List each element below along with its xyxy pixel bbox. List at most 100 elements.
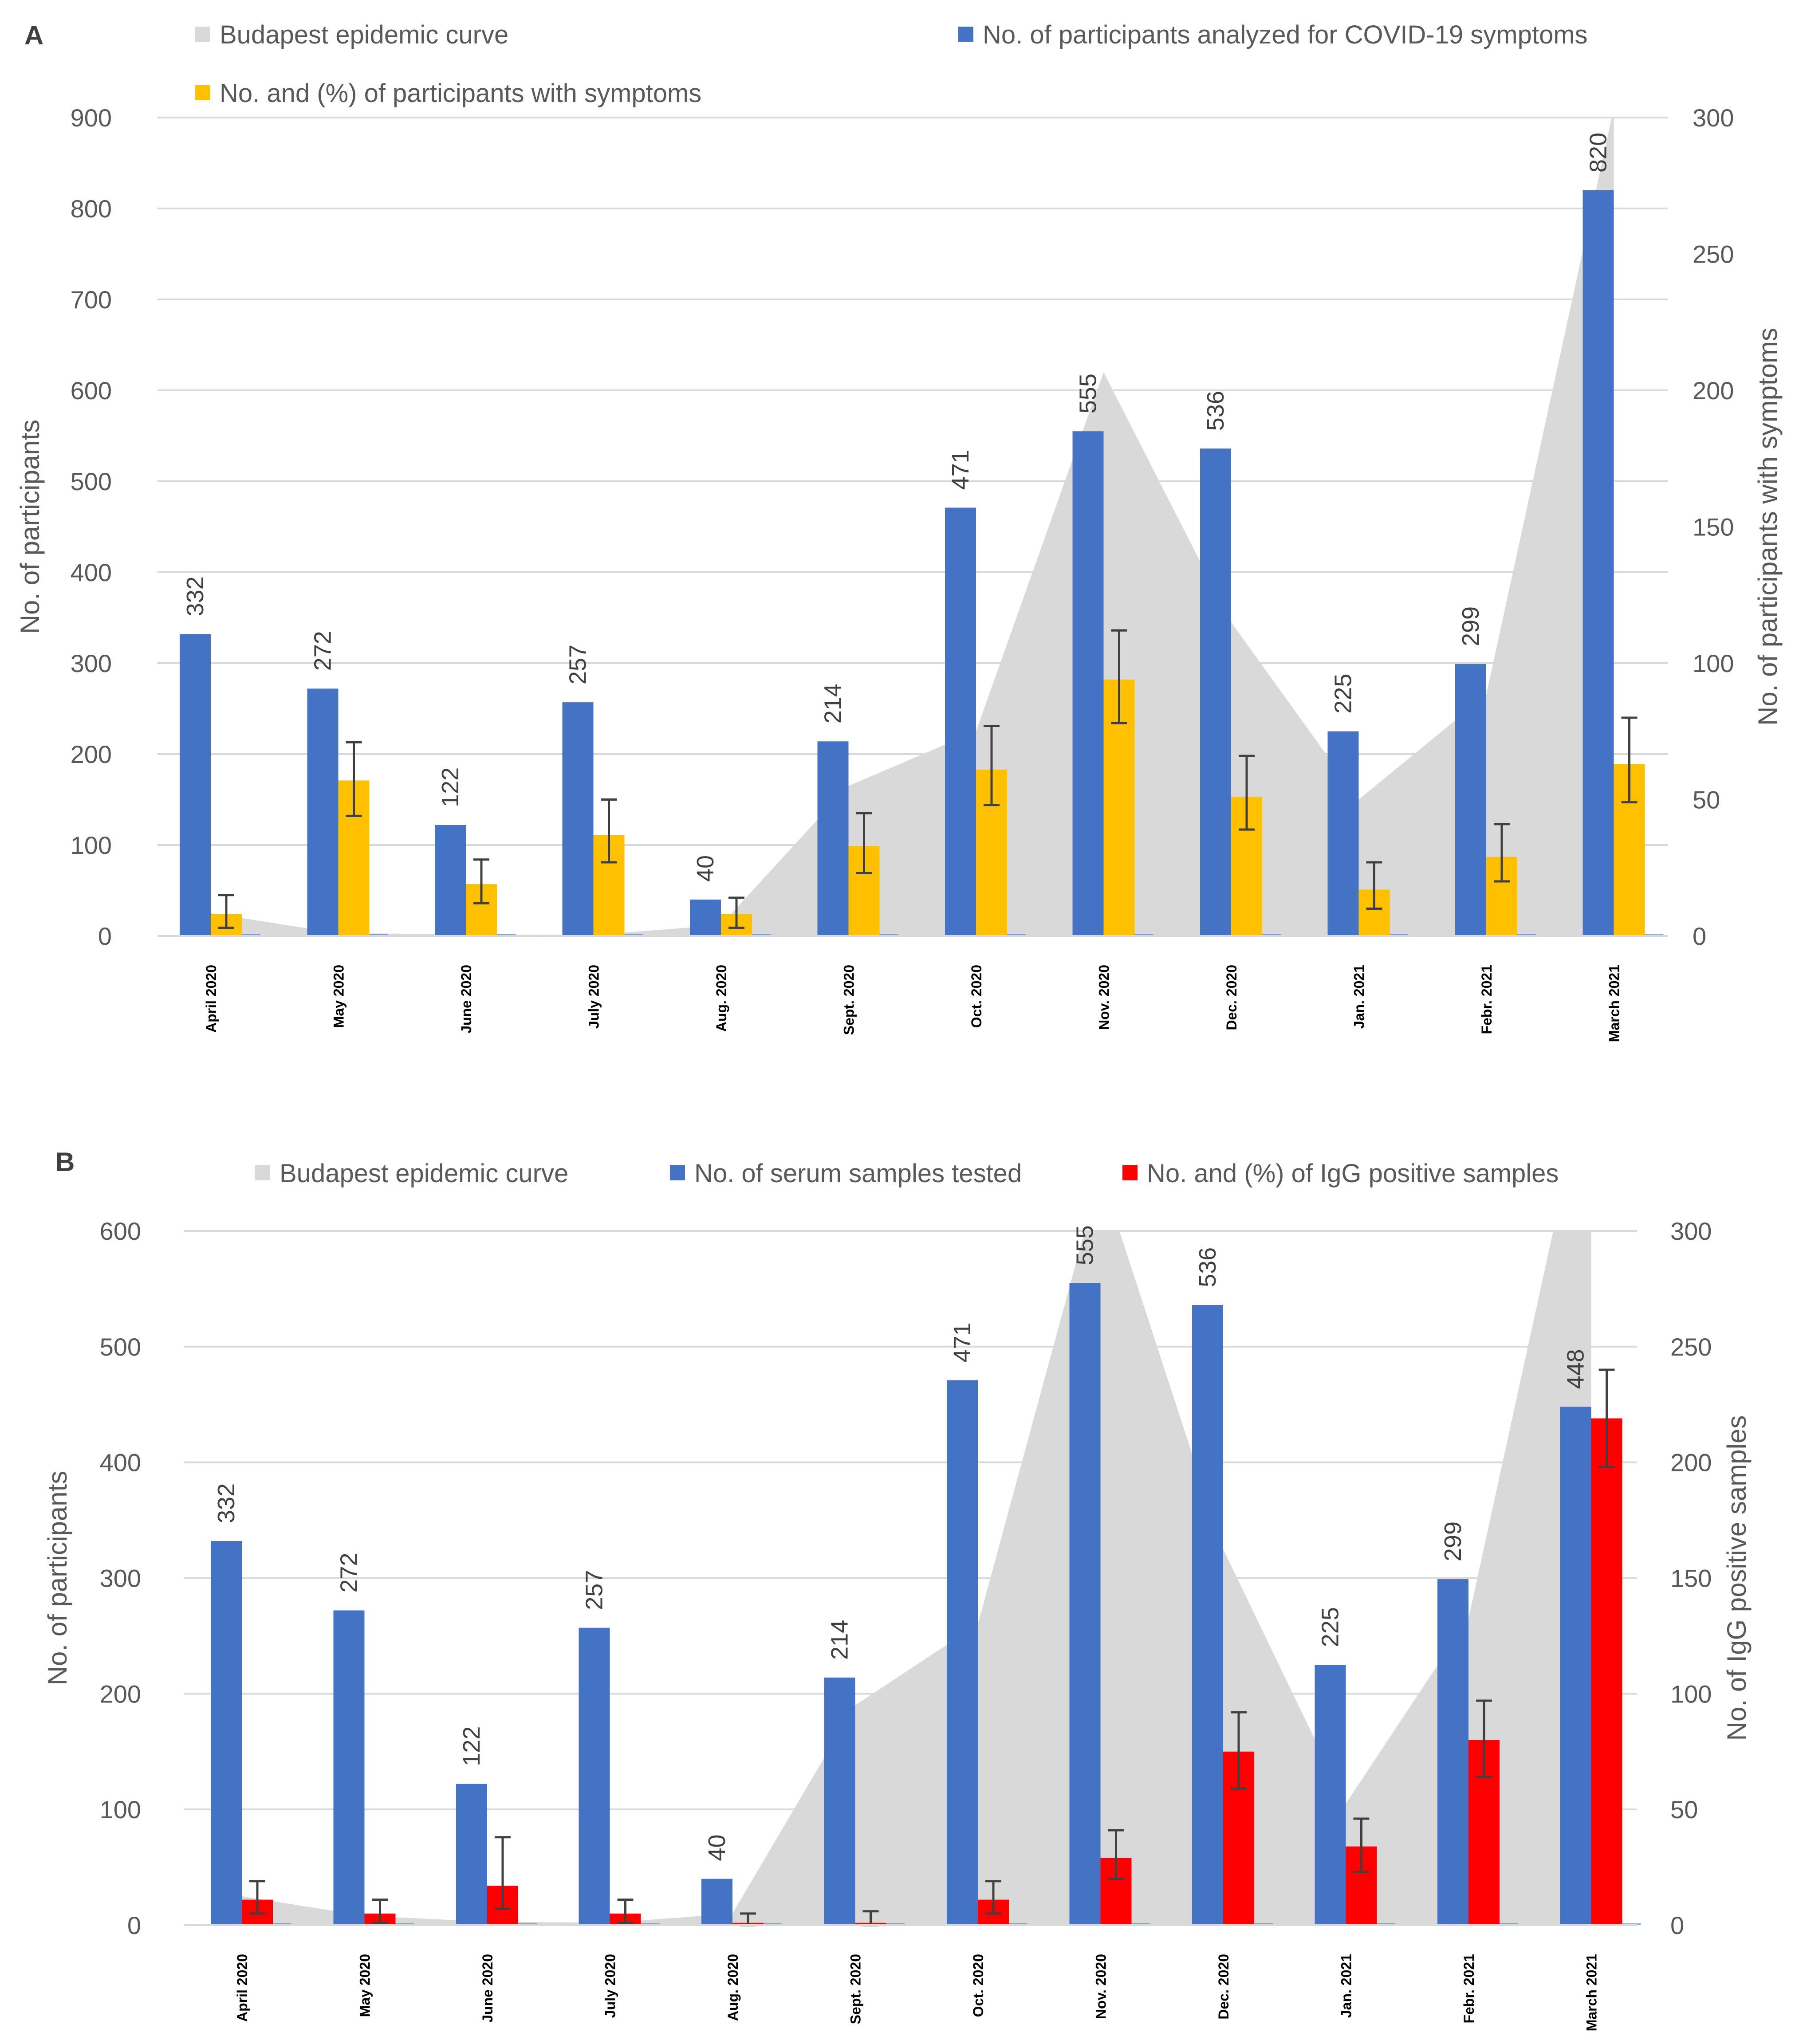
participants-bar — [1437, 1579, 1468, 1925]
right-axis-tick-label: 0 — [1693, 922, 1706, 950]
participants-bar — [817, 741, 849, 936]
left-axis-tick-label: 300 — [71, 649, 112, 677]
left-axis-tick-label: 600 — [100, 1217, 141, 1245]
participants-bar-value-label: 332 — [182, 576, 209, 616]
participants-bar — [1327, 731, 1359, 936]
participants-bar-value-label: 471 — [949, 1322, 976, 1362]
left-axis-tick-label: 500 — [100, 1333, 141, 1361]
panel-b-legend: Budapest epidemic curve No. of serum samp… — [255, 1159, 1559, 1188]
participants-bar — [701, 1879, 732, 1925]
left-axis-tick-label: 800 — [71, 195, 112, 223]
participants-bar — [307, 688, 339, 936]
panel-b-label: B — [55, 1147, 75, 1177]
participants-bar-value-label: 299 — [1457, 606, 1484, 646]
right-axis-tick-label: 50 — [1670, 1796, 1698, 1824]
right-axis-tick-label: 200 — [1670, 1449, 1712, 1477]
participants-bar — [1583, 190, 1614, 936]
category-label-may-2020: May 2020 — [357, 1954, 373, 2017]
participants-bar-value-label: 40 — [704, 1835, 730, 1861]
right-axis-tick-label: 100 — [1693, 649, 1734, 677]
participants-bar-value-label: 299 — [1440, 1521, 1466, 1561]
participants-bar — [1072, 431, 1104, 936]
panel-a-chart: A 332 272 122 257 40 214 471 555 536 225 299 820 0 1… — [15, 20, 1783, 1042]
participants-bar-value-label: 536 — [1202, 391, 1229, 431]
left-axis-tick-label: 200 — [71, 740, 112, 768]
left-axis-tick-label: 900 — [71, 104, 112, 132]
panel-a-gridlines — [157, 117, 1668, 937]
category-label-jan-2021: Jan. 2021 — [1338, 1954, 1354, 2018]
legend-swatch-curve — [255, 1165, 270, 1180]
participants-bar — [1069, 1283, 1101, 1925]
legend-swatch-blue — [958, 27, 973, 42]
category-label-july-2020: July 2020 — [586, 965, 602, 1029]
participants-bar — [1200, 448, 1231, 936]
participants-bar — [690, 900, 721, 936]
legend-swatch-curve — [195, 27, 210, 42]
panel-a-epidemic-curve — [211, 118, 1614, 936]
panel-a-legend: Budapest epidemic curve No. of participan… — [195, 20, 1588, 108]
participants-bar — [1315, 1665, 1346, 1925]
left-axis-tick-label: 400 — [71, 558, 112, 586]
category-label-dec-2020: Dec. 2020 — [1216, 1954, 1232, 2020]
left-axis-tick-label: 100 — [71, 831, 112, 859]
category-label-aug-2020: Aug. 2020 — [713, 965, 729, 1032]
left-axis-tick-label: 400 — [100, 1449, 141, 1477]
left-axis-tick-label: 700 — [71, 286, 112, 314]
right-axis-tick-label: 300 — [1693, 104, 1734, 132]
participants-bar-value-label: 257 — [581, 1570, 608, 1610]
participants-bar-value-label: 332 — [213, 1483, 240, 1523]
participants-bar — [945, 507, 976, 936]
participants-bar — [333, 1610, 365, 1925]
right-axis-tick-label: 150 — [1693, 513, 1734, 541]
category-label-april-2020: April 2020 — [203, 965, 219, 1033]
legend-swatch-blue — [670, 1165, 685, 1180]
left-axis-tick-label: 300 — [100, 1564, 141, 1592]
participants-bar-value-label: 820 — [1585, 133, 1612, 173]
participants-bar-value-label: 257 — [565, 645, 591, 684]
category-label-july-2020: July 2020 — [602, 1954, 618, 2018]
participants-bar — [1560, 1407, 1591, 1925]
right-axis-title: No. of IgG positive samples — [1722, 1415, 1752, 1741]
category-label-june-2020: June 2020 — [480, 1954, 496, 2023]
legend-item-no-of-serum-samples-tested: No. of serum samples tested — [694, 1159, 1022, 1188]
right-axis-tick-label: 0 — [1670, 1911, 1684, 1939]
left-axis-tick-label: 0 — [127, 1911, 141, 1939]
participants-bar — [1192, 1305, 1223, 1925]
right-axis-tick-label: 200 — [1693, 377, 1734, 405]
legend-item-no-and-of-igg-positive-samples: No. and (%) of IgG positive samples — [1147, 1159, 1559, 1188]
right-axis-tick-label: 250 — [1670, 1333, 1712, 1361]
right-axis-tick-label: 50 — [1693, 786, 1720, 814]
participants-bar — [180, 634, 211, 936]
participants-bar — [579, 1627, 610, 1925]
participants-bar-value-label: 555 — [1072, 1225, 1098, 1265]
panel-a-bars: 332 272 122 257 40 214 471 555 536 225 299 820 — [180, 133, 1664, 936]
right-axis-tick-label: 100 — [1670, 1680, 1712, 1708]
category-label-june-2020: June 2020 — [458, 965, 474, 1034]
legend-item-budapest-epidemic-curve: Budapest epidemic curve — [280, 1159, 568, 1188]
panel-a-axes: 0 100 200 300 400 500 600 700 800 900 0 50 100 150 200… — [15, 104, 1783, 1042]
right-axis-tick-label: 150 — [1670, 1564, 1712, 1592]
panel-b-bars: 332 272 122 257 40 214 471 555 536 225 299 448 — [211, 1225, 1641, 1926]
right-axis-tick-label: 300 — [1670, 1217, 1712, 1245]
panel-b-axes: 0 100 200 300 400 500 600 0 50 100 150 200 250 300 Apr… — [43, 1217, 1752, 2031]
category-label-nov-2020: Nov. 2020 — [1096, 965, 1112, 1030]
legend-item-no-of-participants-analyzed-for-covid-19-symptoms: No. of participants analyzed for COVID-1… — [983, 20, 1588, 49]
legend-item-budapest-epidemic-curve: Budapest epidemic curve — [220, 20, 508, 49]
participants-bar — [1455, 664, 1486, 936]
left-axis-tick-label: 100 — [100, 1796, 141, 1824]
category-label-march-2021: March 2021 — [1584, 1954, 1600, 2031]
legend-swatch-yellow — [195, 85, 210, 100]
category-label-april-2020: April 2020 — [234, 1954, 250, 2022]
category-label-oct-2020: Oct. 2020 — [968, 965, 984, 1028]
participants-bar-value-label: 448 — [1563, 1349, 1589, 1389]
participants-bar-value-label: 40 — [692, 855, 719, 882]
category-label-febr-2021: Febr. 2021 — [1461, 1954, 1477, 2024]
left-axis-tick-label: 0 — [98, 922, 112, 950]
participants-bar-value-label: 272 — [310, 631, 336, 671]
participants-bar-value-label: 272 — [336, 1553, 362, 1592]
category-label-sept-2020: Sept. 2020 — [848, 1954, 864, 2024]
participants-bar-value-label: 536 — [1194, 1247, 1221, 1287]
panel-a-label: A — [24, 20, 43, 50]
epidemic-curve-area — [211, 118, 1614, 936]
category-label-febr-2021: Febr. 2021 — [1479, 965, 1495, 1034]
